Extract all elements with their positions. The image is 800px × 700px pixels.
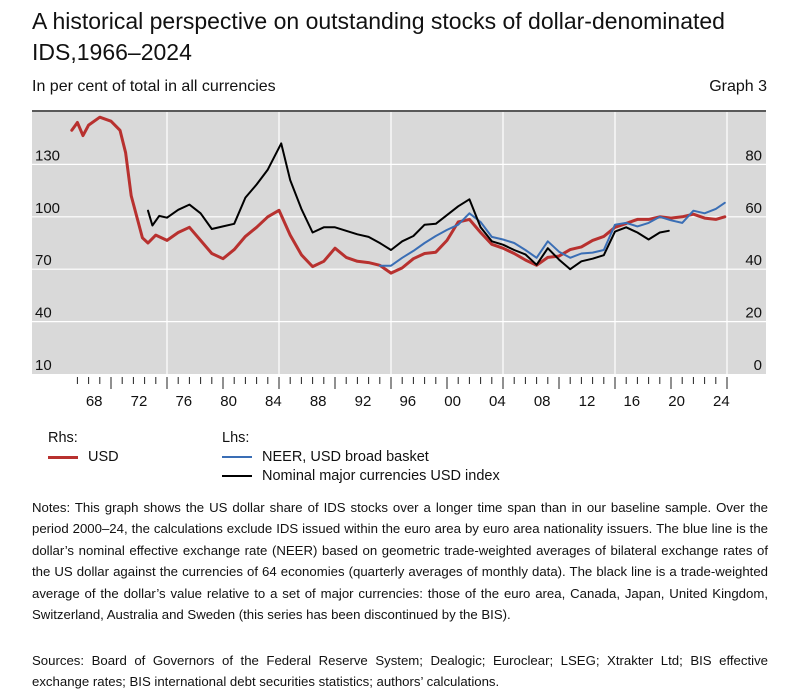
y-left-tick-label: 70	[35, 252, 52, 269]
legend-item-neer: NEER, USD broad basket	[222, 449, 429, 465]
legend-rhs-heading: Rhs:	[48, 430, 78, 446]
series-line-neer	[378, 201, 726, 267]
x-tick-label: 24	[713, 393, 730, 410]
legend-label-usd: USD	[88, 449, 119, 465]
y-right-tick-label: 40	[745, 252, 762, 269]
x-tick-label: 00	[444, 393, 461, 410]
y-left-tick-label: 100	[35, 200, 60, 217]
y-right-tick-label: 20	[745, 305, 762, 322]
legend-item-usd: USD	[48, 449, 119, 465]
x-tick-label: 96	[399, 393, 416, 410]
notes-text: Notes: This graph shows the US dollar sh…	[32, 500, 768, 623]
x-tick-label: 20	[668, 393, 685, 410]
x-tick-label: 68	[86, 393, 103, 410]
legend-swatch-usd	[48, 455, 78, 459]
x-tick-label: 88	[310, 393, 327, 410]
legend-lhs-heading: Lhs:	[222, 430, 250, 446]
x-tick-label: 92	[355, 393, 372, 410]
series-line-major-currencies	[147, 142, 670, 271]
series-line-usd	[70, 115, 727, 275]
y-left-tick-label: 10	[35, 357, 52, 374]
x-tick-label: 16	[623, 393, 640, 410]
line-chart: 10 40 70 100 130 0 20 40 60 80 68 72 76 80 84 88 92 96 00 0…	[32, 110, 766, 410]
y-left-tick-label: 40	[35, 305, 52, 322]
legend-swatch-neer	[222, 456, 252, 458]
x-tick-label: 84	[265, 393, 282, 410]
y-right-tick-label: 0	[754, 357, 762, 374]
legend-item-major-currencies: Nominal major currencies USD index	[222, 468, 500, 484]
legend-label-major-currencies: Nominal major currencies USD index	[262, 468, 500, 484]
chart-subtitle: In per cent of total in all currencies	[32, 78, 276, 95]
legend-label-neer: NEER, USD broad basket	[262, 449, 429, 465]
y-left-tick-label: 130	[35, 147, 60, 164]
y-right-tick-label: 60	[745, 200, 762, 217]
x-tick-label: 76	[175, 393, 192, 410]
sources-text: Sources: Board of Governors of the Feder…	[32, 653, 768, 690]
x-tick-label: 72	[131, 393, 148, 410]
x-tick-label: 04	[489, 393, 506, 410]
y-right-tick-label: 80	[745, 147, 762, 164]
x-tick-label: 80	[220, 393, 237, 410]
x-tick-label: 08	[534, 393, 551, 410]
chart-title: A historical perspective on outstanding …	[32, 8, 725, 65]
graph-number: Graph 3	[709, 78, 767, 95]
x-tick-label: 12	[579, 393, 596, 410]
legend-swatch-major-currencies	[222, 475, 252, 477]
